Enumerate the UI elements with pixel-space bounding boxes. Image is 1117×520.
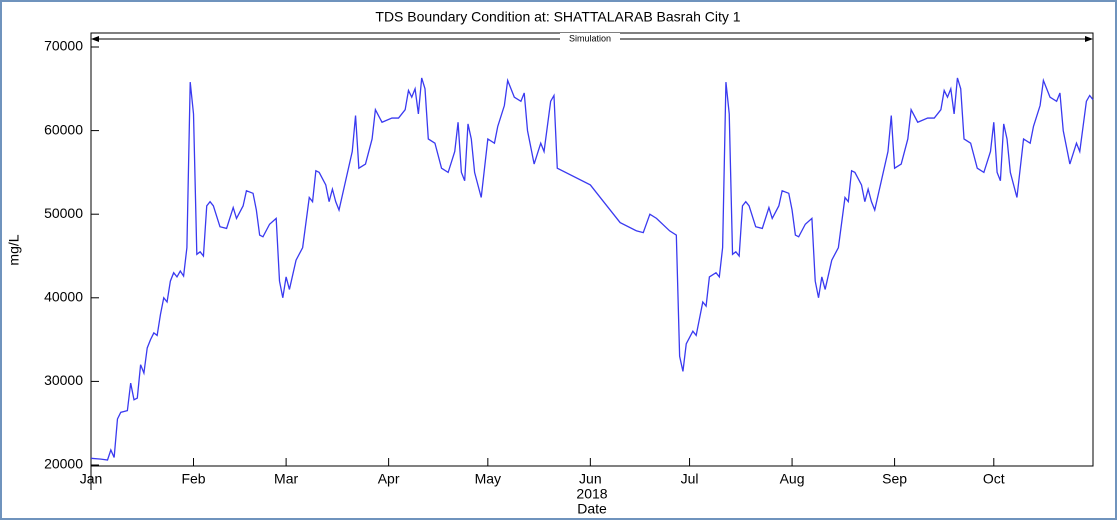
x-year-label: 2018 xyxy=(576,486,607,502)
x-tick-label: Oct xyxy=(983,471,1005,487)
y-tick-label: 50000 xyxy=(44,205,83,221)
y-tick-label: 40000 xyxy=(44,289,83,305)
y-axis-label: mg/L xyxy=(6,234,22,265)
annotation: Simulation xyxy=(569,33,611,43)
y-tick-label: 70000 xyxy=(44,38,83,54)
y-tick-label: 20000 xyxy=(44,456,83,472)
y-tick-label: 60000 xyxy=(44,121,83,137)
x-tick-label: Sep xyxy=(882,471,907,487)
x-tick-label: Mar xyxy=(274,471,298,487)
x-tick-label: Jul xyxy=(681,471,699,487)
data-line xyxy=(90,77,1094,461)
chart-title: TDS Boundary Condition at: SHATTALARAB B… xyxy=(375,9,740,25)
x-axis-label: Date xyxy=(577,501,607,517)
y-tick-label: 30000 xyxy=(44,372,83,388)
x-tick-label: Aug xyxy=(780,471,805,487)
x-tick-label: Jan xyxy=(80,471,103,487)
x-tick-label: Feb xyxy=(181,471,205,487)
x-tick-label: Jun xyxy=(579,471,602,487)
x-tick-label: Apr xyxy=(378,471,400,487)
annotation-bg xyxy=(560,33,620,45)
x-tick-label: May xyxy=(475,471,501,487)
